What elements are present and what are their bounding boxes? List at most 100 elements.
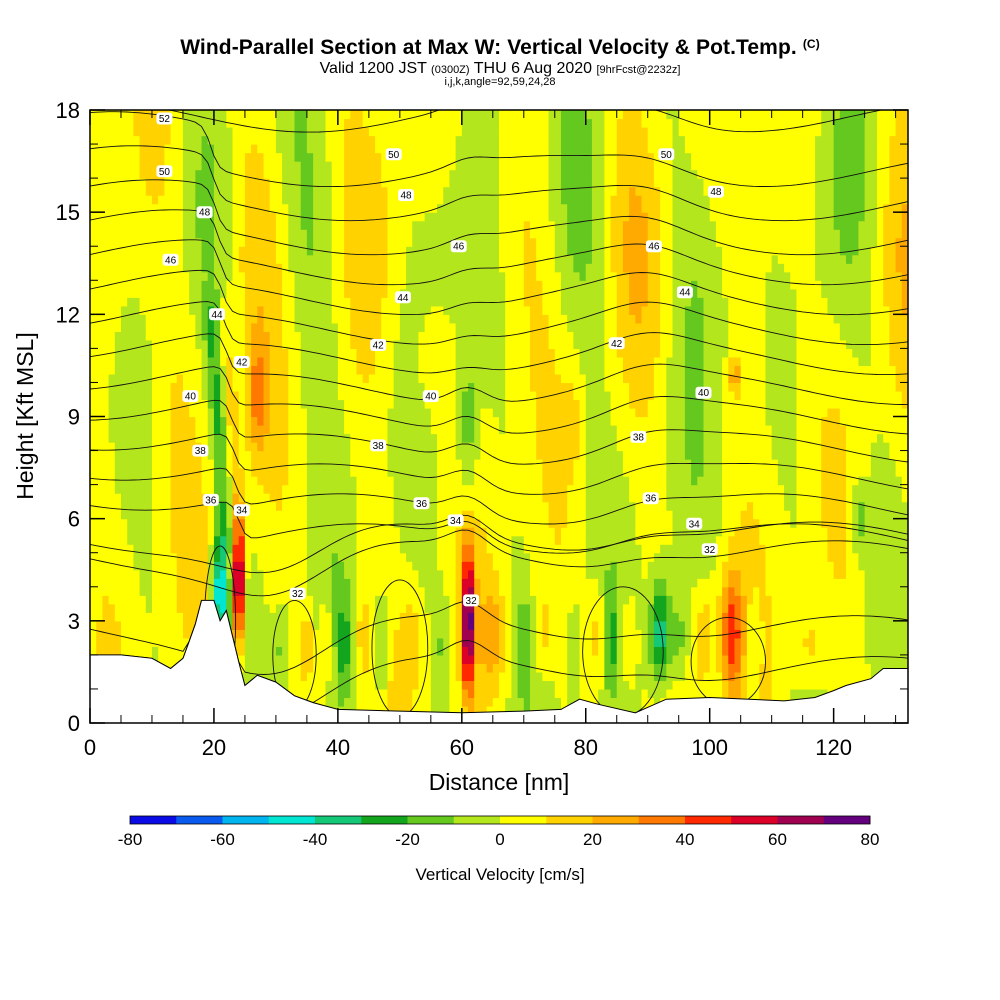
contour-label: 42 (611, 339, 623, 350)
contour-label-bg (156, 112, 173, 125)
contour-label: 38 (195, 446, 207, 457)
colorbar-swatch (500, 816, 547, 824)
contour-label-bg (422, 390, 439, 403)
theta-contour (90, 269, 908, 346)
colorbar-swatch (130, 816, 177, 824)
contour-label-bg (162, 253, 179, 266)
theta-contour (90, 0, 908, 30)
colorbar-swatch (361, 816, 408, 824)
contour-label: 48 (199, 208, 211, 219)
theta-contour (90, 145, 908, 222)
chart-title-text: Wind-Parallel Section at Max W: Vertical… (180, 36, 797, 59)
colorbar-title: Vertical Velocity [cm/s] (415, 865, 584, 884)
colorbar-swatch (268, 816, 316, 824)
colorbar-swatch (315, 816, 362, 824)
contour-label: 46 (165, 255, 177, 266)
contour-label: 50 (388, 150, 400, 161)
valid-date-text: THU 6 Aug 2020 (473, 60, 593, 77)
contour-label-bg (182, 390, 199, 403)
x-tick-label: 120 (815, 735, 852, 760)
contour-label-bg (289, 587, 306, 600)
x-tick-label: 40 (326, 735, 350, 760)
contour-label: 38 (373, 441, 385, 452)
plot-area: 52 50 50 50 48 48 48 46 46 46 44 44 44 42 42 42 40 40 40 38… (90, 0, 908, 723)
contour-label-bg (707, 185, 724, 198)
theta-contour (90, 529, 908, 597)
contour-label: 32 (292, 589, 304, 600)
chart-params: i,j,k,angle=92,59,24,28 (444, 76, 556, 88)
contour-label-bg (233, 504, 250, 517)
contour-label: 40 (698, 388, 710, 399)
contour-label: 52 (159, 114, 171, 125)
theta-contour (166, 110, 884, 133)
contour-label-bg (642, 492, 659, 505)
contour-label-bg (156, 165, 173, 178)
contour-label: 44 (679, 288, 691, 299)
contour-label: 46 (453, 242, 465, 253)
contour-label-bg (394, 291, 411, 304)
contour-label-bg (385, 148, 402, 161)
contour-label: 48 (710, 187, 722, 198)
x-tick-label: 60 (450, 735, 474, 760)
contour-label: 44 (397, 293, 409, 304)
contour-label: 42 (236, 358, 248, 369)
contour-label-bg (463, 594, 480, 607)
contour-label-bg (192, 444, 209, 457)
theta-contour (90, 301, 908, 376)
theta-contour (90, 62, 908, 98)
valid-utc-text: (0300Z) (431, 64, 470, 76)
colorbar-swatch (777, 816, 825, 824)
theta-contour (90, 179, 908, 256)
x-axis-label: Distance [nm] (429, 769, 570, 795)
y-tick-label: 0 (68, 711, 80, 736)
colorbar-tick-label: 0 (495, 830, 504, 849)
y-tick-label: 3 (68, 609, 80, 634)
contour-label: 36 (205, 495, 217, 506)
contour-label-bg (608, 337, 625, 350)
contour-label-bg (209, 308, 225, 321)
colorbar-tick-label: -80 (118, 830, 143, 849)
colorbar-swatch (685, 816, 732, 824)
contour-label-bg (676, 286, 693, 299)
contour-label: 44 (211, 310, 223, 321)
contour-label: 40 (185, 392, 197, 403)
contour-label-bg (398, 189, 414, 202)
theta-contour (90, 239, 908, 316)
colorbar-tick-label: -20 (395, 830, 420, 849)
y-axis-label: Height [Kft MSL] (12, 332, 38, 499)
contour-label: 32 (704, 545, 716, 556)
contour-label-bg (370, 339, 387, 351)
y-tick-label: 15 (56, 200, 80, 225)
contour-label: 34 (450, 516, 462, 527)
theta-contour (90, 501, 908, 554)
colorbar-tick-label: 40 (676, 830, 695, 849)
contour-label-bg (413, 497, 430, 510)
contour-label: 48 (400, 191, 412, 202)
contour-label: 42 (373, 341, 385, 352)
chart-title: Wind-Parallel Section at Max W: Vertical… (0, 36, 1000, 60)
colorbar-swatch (823, 816, 871, 824)
colorbar-swatch (731, 816, 778, 824)
colorbar-swatch (453, 816, 501, 824)
contour-label-bg (196, 206, 213, 219)
x-tick-label: 20 (202, 735, 226, 760)
contour-label-bg (658, 148, 675, 161)
y-tick-label: 12 (56, 302, 80, 327)
contour-labels: 52 50 50 50 48 48 48 46 46 46 44 44 44 42 42 42 40 40 40 38… (156, 112, 724, 607)
x-tick-label: 100 (691, 735, 728, 760)
theta-contour (90, 366, 908, 435)
contour-label-bg (370, 439, 387, 452)
theta-contour (90, 433, 908, 495)
colorbar-tick-label: -60 (210, 830, 235, 849)
contour-label: 50 (661, 150, 673, 161)
contour-label: 46 (648, 242, 660, 253)
colorbar-swatch (592, 816, 640, 824)
contour-label-bg (233, 356, 250, 368)
theta-contour (90, 209, 908, 286)
colorbar-tick-label: -40 (303, 830, 328, 849)
theta-contour (90, 333, 908, 406)
y-tick-label: 18 (56, 98, 80, 123)
theta-contour (90, 467, 908, 525)
contour-label-bg (450, 240, 467, 253)
